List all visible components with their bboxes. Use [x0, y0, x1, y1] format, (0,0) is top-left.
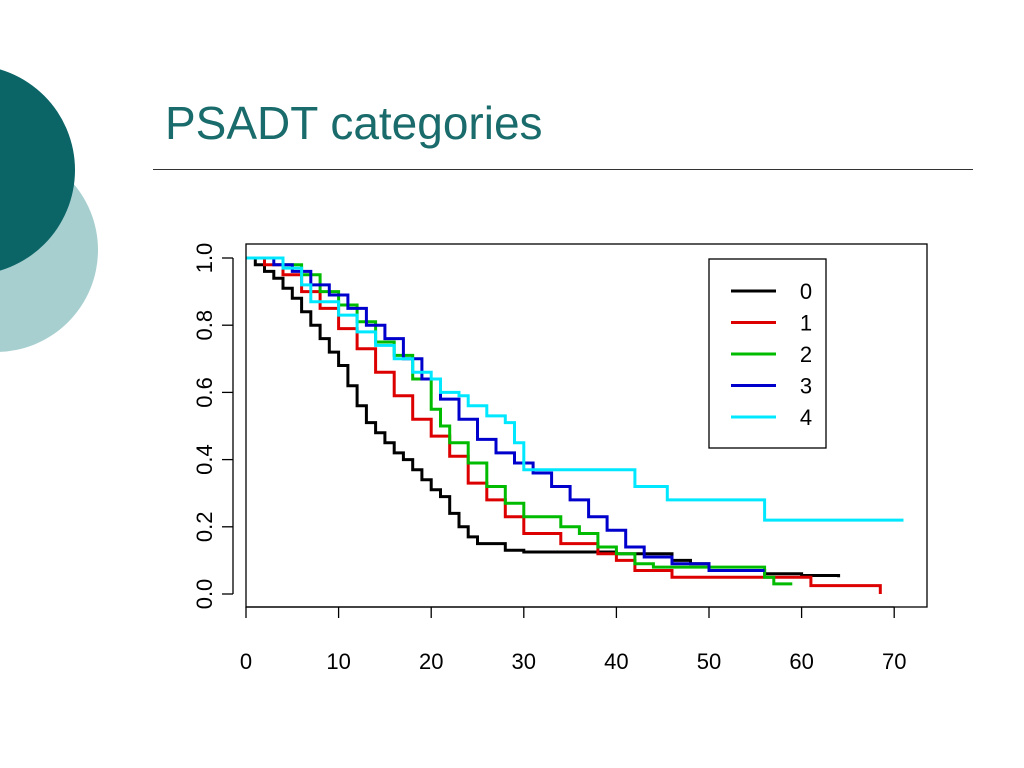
series-line-3: [246, 256, 765, 572]
x-tick-label: 0: [240, 649, 252, 674]
decorative-circle-dark: [0, 69, 75, 271]
decorative-circles: [0, 69, 98, 352]
y-tick-label: 0.2: [192, 512, 217, 543]
x-axis: 0 10 20 30 40 50 60 70: [240, 606, 906, 674]
x-tick-label: 70: [882, 649, 906, 674]
y-tick-label: 0.0: [192, 579, 217, 610]
x-tick-label: 30: [512, 649, 536, 674]
chart-legend: 0 1 2 3 4: [708, 258, 827, 449]
legend-label-1: 1: [800, 311, 812, 336]
legend-label-4: 4: [800, 405, 812, 430]
legend-label-0: 0: [800, 279, 812, 304]
legend-label-2: 2: [800, 342, 812, 367]
x-tick-label: 40: [604, 649, 628, 674]
page-title: PSADT categories: [165, 97, 543, 149]
y-tick-label: 0.4: [192, 444, 217, 475]
legend-label-3: 3: [800, 374, 812, 399]
y-axis: 0.0 0.2 0.4 0.6 0.8 1.0: [192, 243, 234, 610]
y-tick-label: 1.0: [192, 243, 217, 274]
title-divider: [153, 169, 973, 170]
x-tick-label: 20: [419, 649, 443, 674]
series-line-4: [246, 256, 904, 522]
x-tick-label: 50: [697, 649, 721, 674]
chart-series-group: [246, 256, 904, 594]
x-tick-label: 10: [326, 649, 350, 674]
y-tick-label: 0.6: [192, 377, 217, 408]
y-tick-label: 0.8: [192, 310, 217, 341]
series-line-1: [246, 256, 882, 594]
x-tick-label: 60: [789, 649, 813, 674]
